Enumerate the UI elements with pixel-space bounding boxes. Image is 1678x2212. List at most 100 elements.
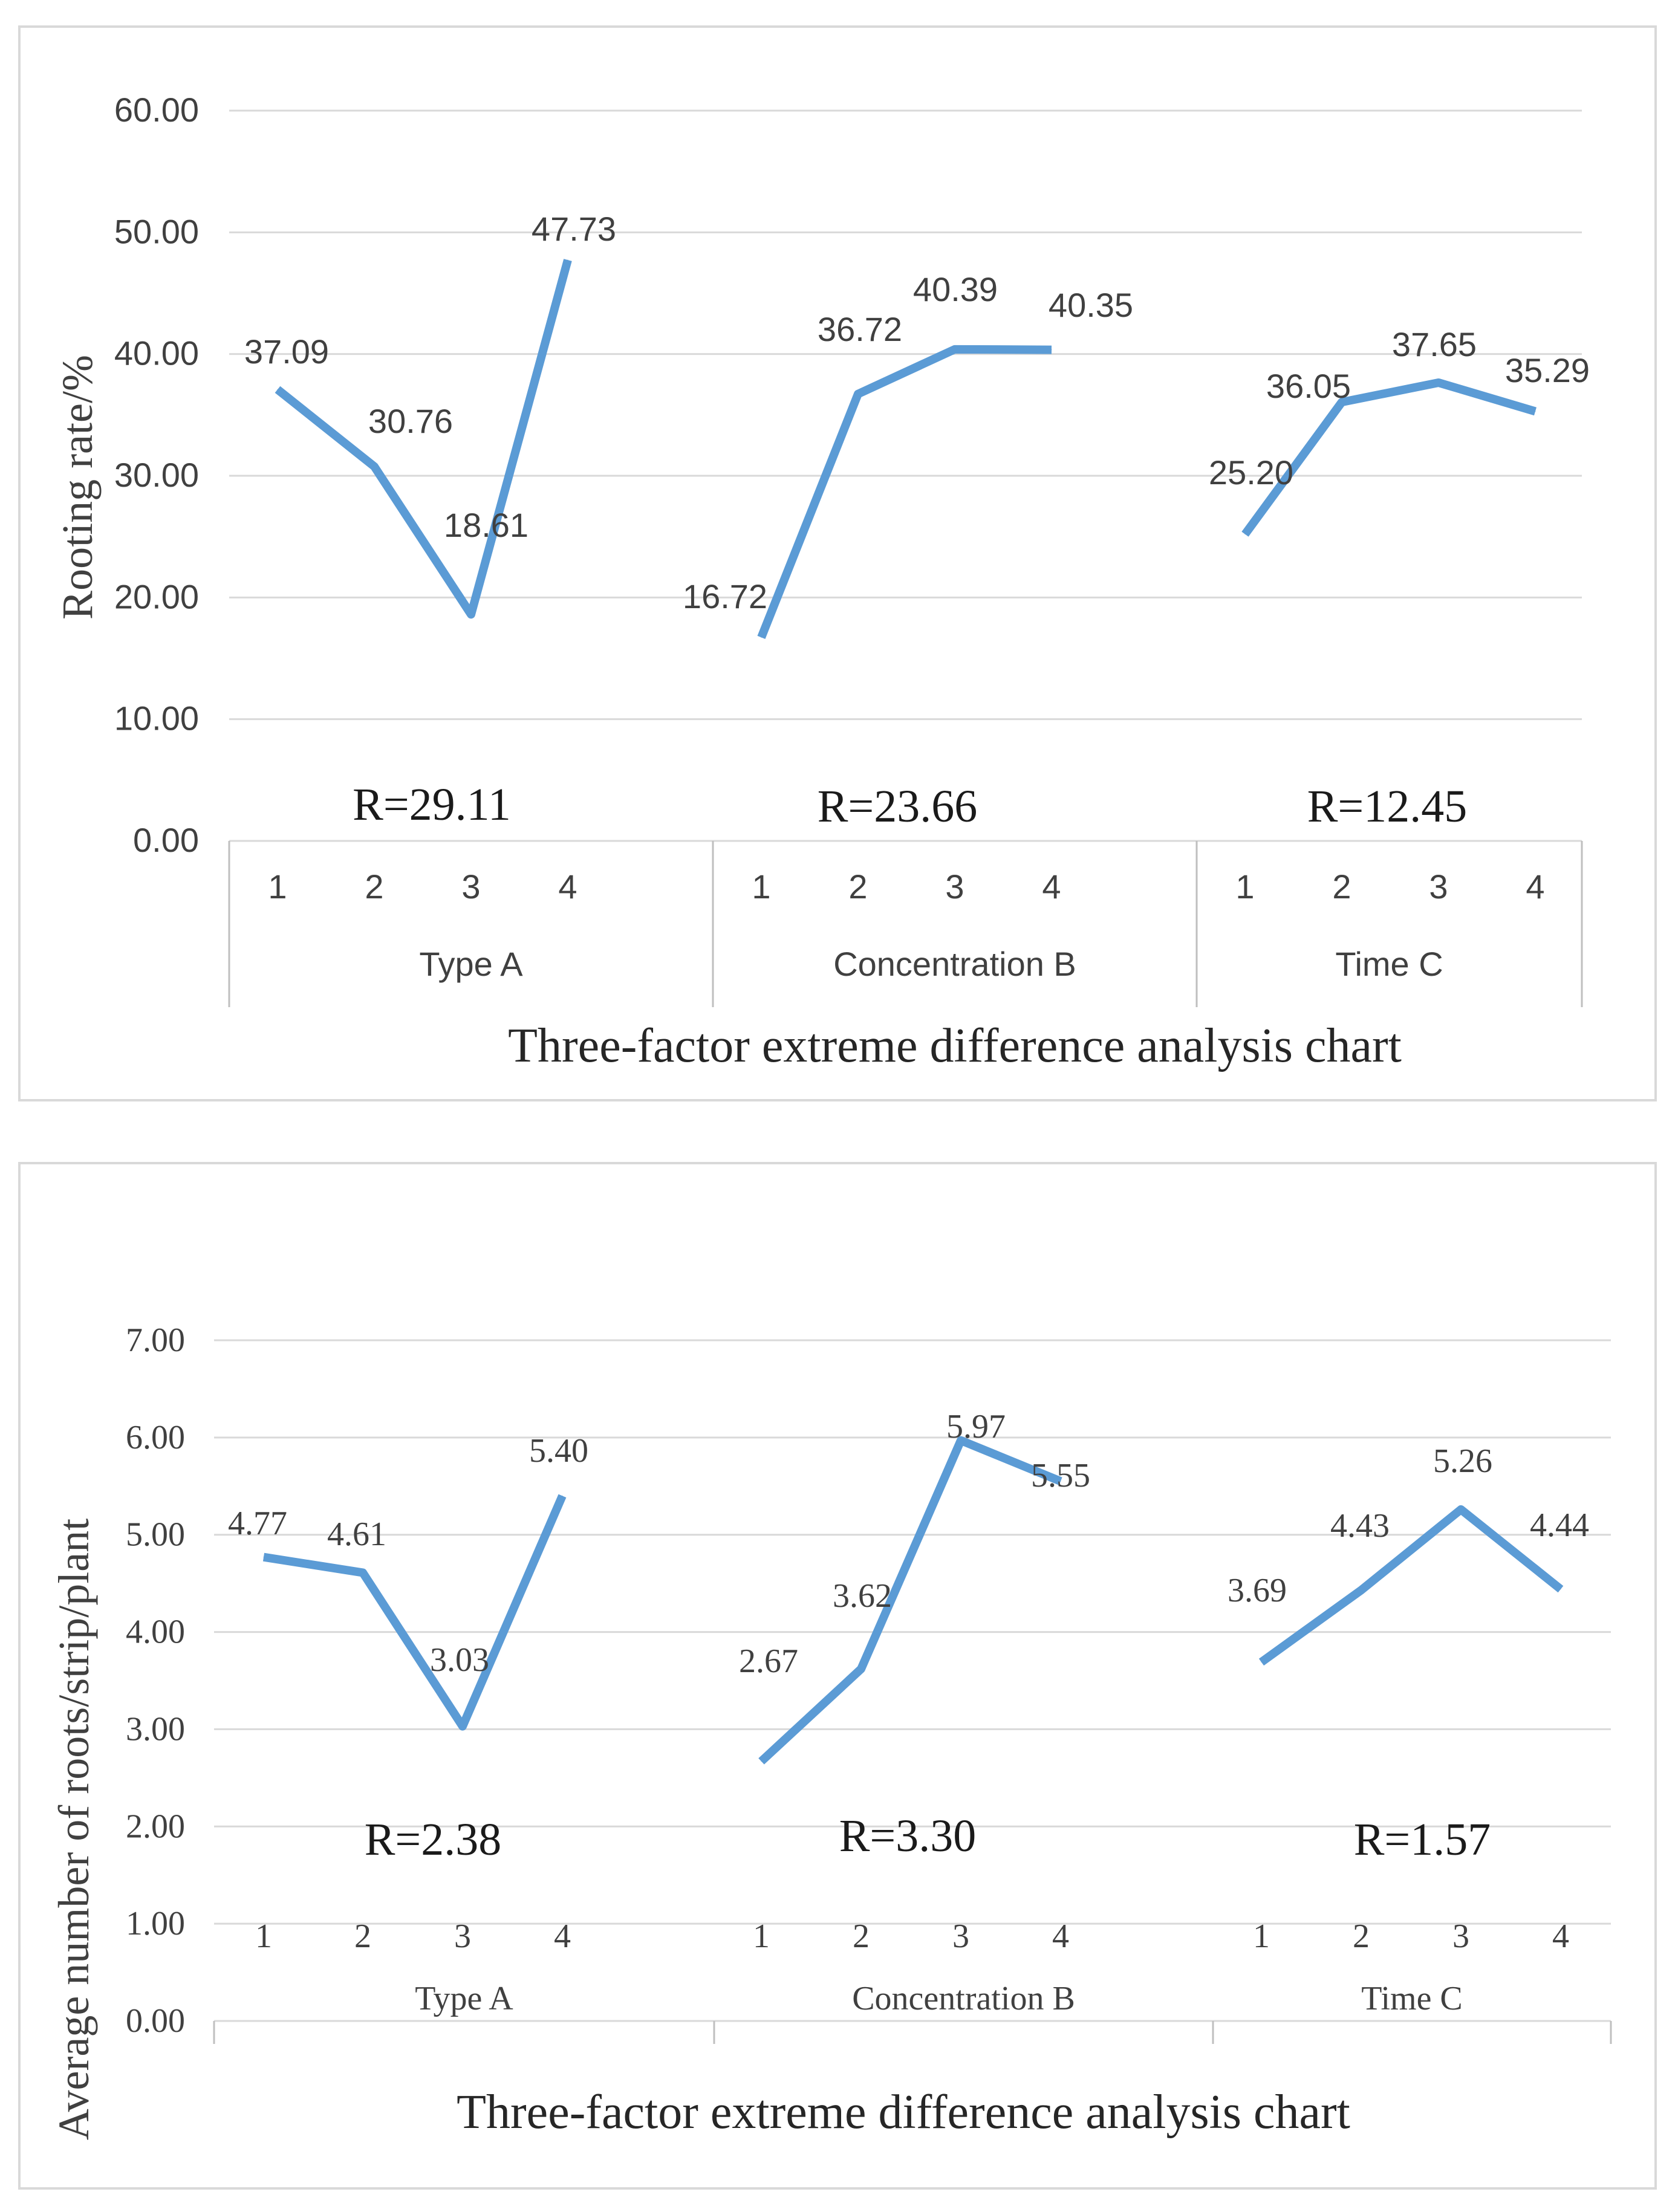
y-tick-label: 50.00 bbox=[114, 212, 199, 250]
series-line-concentration-b bbox=[757, 345, 1052, 639]
series-line-type-a bbox=[262, 1494, 567, 1731]
x-category-label: 1 bbox=[1253, 1918, 1270, 1955]
data-label: 3.03 bbox=[430, 1641, 489, 1679]
data-label: 36.05 bbox=[1266, 367, 1351, 405]
data-point bbox=[1535, 410, 1536, 412]
x-category-label: 3 bbox=[454, 1918, 471, 1955]
series-line-time-c bbox=[1241, 378, 1537, 537]
data-label: 3.69 bbox=[1228, 1572, 1287, 1609]
y-tick-label: 10.00 bbox=[114, 699, 199, 738]
x-category-label: 3 bbox=[1429, 868, 1448, 906]
x-axis-categories: 1 2 3 4 Type A R=29.11 1 2 3 4 Concentration B R=23… bbox=[268, 779, 1544, 983]
data-label: 2.67 bbox=[739, 1643, 798, 1680]
x-category-label: 4 bbox=[1552, 1918, 1569, 1955]
data-label: 30.76 bbox=[368, 402, 453, 440]
x-category-label: 2 bbox=[1353, 1918, 1370, 1955]
x-category-label: 1 bbox=[752, 868, 770, 906]
data-label: 4.43 bbox=[1330, 1507, 1390, 1545]
series-line-type-a bbox=[275, 259, 572, 619]
data-point bbox=[1460, 1509, 1462, 1510]
data-point bbox=[761, 637, 762, 638]
y-axis-ticks: 0.00 10.00 20.00 30.00 40.00 50.00 60.00 bbox=[114, 91, 199, 859]
x-group-label: Type A bbox=[419, 945, 523, 983]
data-label: 4.44 bbox=[1530, 1507, 1589, 1544]
x-category-label: 1 bbox=[753, 1918, 770, 1955]
data-label: 5.55 bbox=[1031, 1457, 1090, 1494]
x-category-label: 3 bbox=[945, 868, 964, 906]
x-axis-title: Three-factor extreme difference analysis… bbox=[457, 2086, 1350, 2139]
gridlines bbox=[229, 109, 1582, 842]
range-label: R=29.11 bbox=[353, 779, 511, 830]
data-label: 40.35 bbox=[1049, 286, 1133, 324]
x-axis-group-boxes bbox=[213, 2021, 1612, 2044]
data-point bbox=[1361, 1589, 1362, 1591]
y-tick-label: 2.00 bbox=[126, 1808, 185, 1845]
x-category-label: 2 bbox=[848, 868, 867, 906]
data-label: 18.61 bbox=[444, 506, 528, 544]
y-tick-label: 1.00 bbox=[126, 1905, 185, 1942]
x-axis-categories: 1 2 3 4 Type A R=2.38 1 2 3 4 Concentration B R=3.3… bbox=[255, 1811, 1569, 2017]
x-category-label: 2 bbox=[365, 868, 383, 906]
series-lines bbox=[262, 1436, 1564, 1765]
y-tick-label: 7.00 bbox=[126, 1322, 185, 1359]
data-label: 37.65 bbox=[1392, 325, 1477, 363]
data-label: 5.97 bbox=[946, 1408, 1006, 1445]
gridlines bbox=[214, 1339, 1611, 2022]
data-label: 25.20 bbox=[1209, 453, 1293, 491]
x-group-label: Time C bbox=[1335, 945, 1443, 983]
y-tick-label: 30.00 bbox=[114, 456, 199, 494]
y-tick-label: 60.00 bbox=[114, 91, 199, 129]
x-axis-group-boxes bbox=[228, 841, 1583, 1007]
range-label: R=3.30 bbox=[839, 1811, 977, 1861]
rooting-rate-chart: 0.00 10.00 20.00 30.00 40.00 50.00 60.00 37.09… bbox=[53, 91, 1590, 1072]
data-labels: 37.09 30.76 18.61 47.73 16.72 36.72 40.39 40.35… bbox=[244, 210, 1590, 615]
x-category-label: 3 bbox=[461, 868, 480, 906]
y-tick-label: 6.00 bbox=[126, 1419, 185, 1456]
y-tick-label: 4.00 bbox=[126, 1614, 185, 1651]
data-label: 36.72 bbox=[818, 310, 902, 348]
x-axis-title: Three-factor extreme difference analysis… bbox=[508, 1019, 1402, 1072]
y-tick-label: 0.00 bbox=[126, 2002, 185, 2040]
data-point bbox=[470, 614, 472, 615]
y-tick-label: 3.00 bbox=[126, 1710, 185, 1748]
x-category-label: 1 bbox=[255, 1918, 272, 1955]
y-axis-ticks: 0.00 1.00 2.00 3.00 4.00 5.00 6.00 7.00 bbox=[126, 1322, 185, 2040]
x-category-label: 1 bbox=[268, 868, 287, 906]
data-point bbox=[374, 466, 375, 467]
x-category-label: 2 bbox=[853, 1918, 870, 1955]
rooting-rate-chart-panel: 0.00 10.00 20.00 30.00 40.00 50.00 60.00 37.09… bbox=[18, 25, 1657, 1101]
data-label: 16.72 bbox=[683, 577, 767, 615]
x-category-label: 4 bbox=[558, 868, 577, 906]
x-category-label: 2 bbox=[354, 1918, 371, 1955]
x-category-label: 4 bbox=[1526, 868, 1544, 906]
x-category-label: 2 bbox=[1332, 868, 1351, 906]
x-category-label: 4 bbox=[1042, 868, 1061, 906]
series-line-time-c bbox=[1258, 1505, 1564, 1666]
data-labels: 4.77 4.61 3.03 5.40 2.67 3.62 5.97 5.55 3.69 4.43… bbox=[228, 1408, 1589, 1680]
x-group-label: Type A bbox=[415, 1980, 513, 2017]
x-group-label: Concentration B bbox=[833, 945, 1076, 983]
range-label: R=12.45 bbox=[1307, 781, 1468, 832]
data-label: 4.61 bbox=[327, 1516, 386, 1553]
data-point bbox=[761, 1761, 762, 1762]
x-category-label: 3 bbox=[952, 1918, 969, 1955]
y-tick-label: 40.00 bbox=[114, 334, 199, 372]
data-label: 3.62 bbox=[833, 1577, 892, 1615]
y-tick-label: 20.00 bbox=[114, 577, 199, 615]
data-label: 47.73 bbox=[532, 210, 616, 248]
data-label: 5.26 bbox=[1433, 1442, 1492, 1480]
x-category-label: 3 bbox=[1452, 1918, 1469, 1955]
y-tick-label: 0.00 bbox=[133, 821, 199, 859]
data-label: 40.39 bbox=[913, 270, 998, 308]
y-axis-label: Average number of roots/strip/plant bbox=[50, 1519, 98, 2140]
x-group-label: Concentration B bbox=[852, 1980, 1075, 2017]
x-category-label: 4 bbox=[554, 1918, 571, 1955]
series-lines bbox=[275, 259, 1537, 639]
range-label: R=23.66 bbox=[818, 781, 978, 832]
root-count-chart: 0.00 1.00 2.00 3.00 4.00 5.00 6.00 7.00 4.77 4.6… bbox=[50, 1322, 1612, 2140]
root-count-chart-panel: 0.00 1.00 2.00 3.00 4.00 5.00 6.00 7.00 4.77 4.6… bbox=[18, 1162, 1657, 2190]
x-group-label: Time C bbox=[1361, 1980, 1463, 2017]
range-label: R=2.38 bbox=[365, 1814, 502, 1865]
data-label: 35.29 bbox=[1505, 351, 1590, 389]
y-axis-label: Rooting rate/% bbox=[53, 355, 102, 620]
